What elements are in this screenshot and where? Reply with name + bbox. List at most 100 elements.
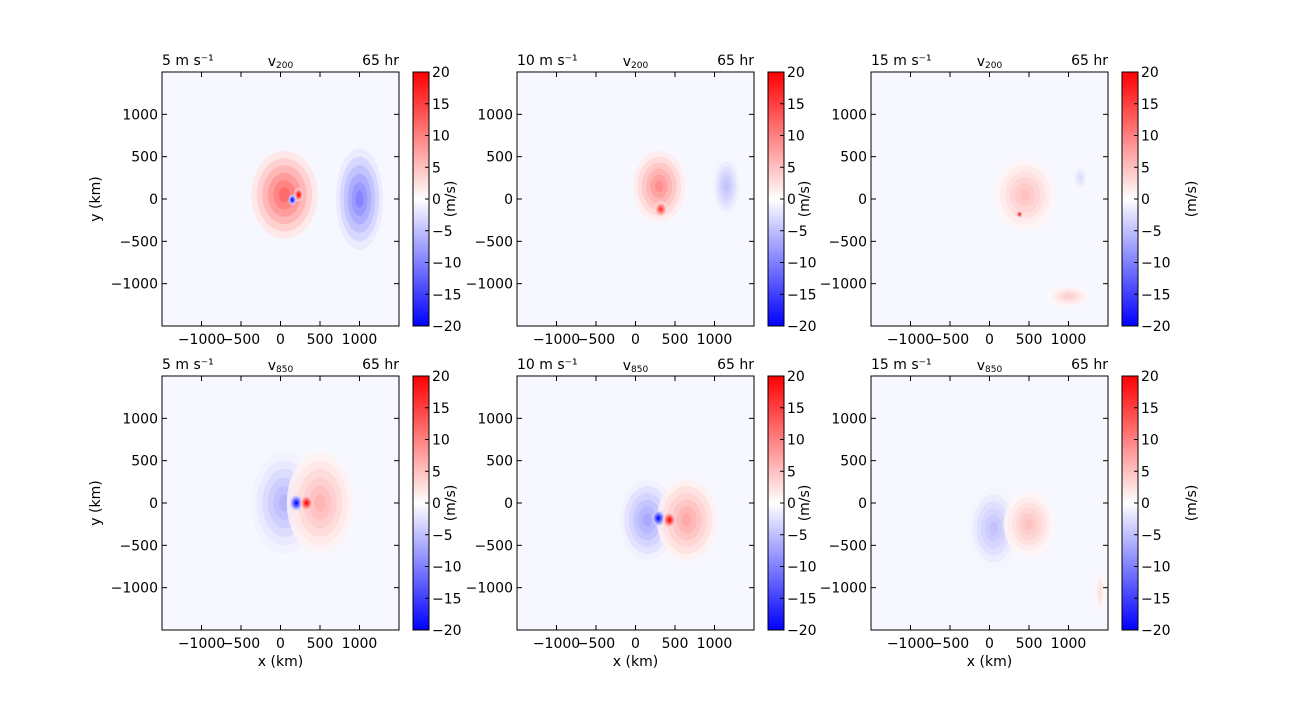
x-tick-label: −500 — [577, 636, 615, 652]
y-tick-label: −500 — [829, 234, 867, 250]
y-tick-label: −500 — [120, 538, 158, 554]
colorbar-tick-label: −15 — [432, 591, 462, 607]
y-tick-label: 0 — [149, 496, 158, 512]
colorbar-tick-label: 5 — [1141, 160, 1150, 176]
x-tick-label: 500 — [662, 332, 689, 348]
y-tick-label: −500 — [475, 234, 513, 250]
title-center: v200 — [268, 54, 294, 71]
colorbar-tick-label: 15 — [787, 401, 805, 417]
y-axis-label: (m/s) — [443, 485, 459, 522]
y-tick-label: 500 — [840, 150, 867, 166]
colorbar-tick-label: −10 — [787, 560, 817, 576]
x-tick-label: −500 — [222, 636, 260, 652]
y-tick-label: 1000 — [477, 411, 513, 427]
x-axis-label: x (km) — [967, 654, 1012, 670]
colorbar-tick-label: 5 — [1141, 464, 1150, 480]
colorbar-tick-label: 20 — [1141, 369, 1159, 385]
field — [633, 150, 741, 222]
title-center: v850 — [268, 358, 294, 375]
title-right: 65 hr — [717, 357, 754, 373]
x-tick-label: 1000 — [342, 636, 378, 652]
field — [251, 148, 384, 250]
colorbar-tick-label: −5 — [787, 528, 808, 544]
colorbar-tick-label: 15 — [1141, 97, 1159, 113]
colorbar-tick-label: −20 — [787, 623, 817, 639]
field — [968, 487, 1105, 614]
y-tick-label: −1000 — [466, 277, 513, 293]
title-left: 5 m s⁻¹ — [162, 53, 214, 69]
x-tick-label: 1000 — [697, 636, 733, 652]
colorbar-tick-label: 20 — [787, 65, 805, 81]
x-tick-label: 500 — [307, 636, 334, 652]
colorbar-tick-label: −10 — [1141, 560, 1171, 576]
colorbar-tick-label: 5 — [432, 464, 441, 480]
colorbar-tick-label: −10 — [1141, 256, 1171, 272]
colorbar-tick-label: 5 — [787, 464, 796, 480]
colorbar-tick-label: −5 — [1141, 528, 1162, 544]
colorbar-tick-label: 15 — [432, 401, 450, 417]
y-tick-label: −500 — [120, 234, 158, 250]
colorbar-tick-label: −15 — [1141, 287, 1171, 303]
x-tick-label: −1000 — [178, 332, 225, 348]
y-tick-label: 500 — [131, 150, 158, 166]
colorbar-tick-label: −5 — [432, 528, 453, 544]
field-feature-1 — [989, 521, 998, 536]
title-center: v200 — [977, 54, 1003, 71]
y-tick-label: 500 — [840, 454, 867, 470]
y-axis-label: (m/s) — [797, 181, 813, 218]
field-feature-1 — [654, 180, 664, 193]
colorbar-tick-label: −20 — [432, 319, 462, 335]
x-tick-label: 0 — [276, 332, 285, 348]
y-axis-label: (m/s) — [443, 181, 459, 218]
x-tick-label: 1000 — [1051, 332, 1087, 348]
x-tick-label: −1000 — [178, 636, 225, 652]
field — [251, 452, 354, 554]
x-tick-label: −1000 — [533, 332, 580, 348]
title-left: 10 m s⁻¹ — [517, 357, 578, 373]
field-feature-4 — [668, 518, 671, 522]
colorbar-tick-label: −20 — [1141, 319, 1171, 335]
x-tick-label: 500 — [1016, 636, 1043, 652]
title-left: 15 m s⁻¹ — [871, 53, 932, 69]
y-tick-label: 0 — [504, 496, 513, 512]
x-tick-label: −500 — [931, 332, 969, 348]
y-tick-label: −1000 — [111, 277, 158, 293]
x-tick-label: −500 — [222, 332, 260, 348]
y-tick-label: −500 — [829, 538, 867, 554]
y-tick-label: 0 — [858, 496, 867, 512]
field-feature-4 — [291, 199, 294, 201]
colorbar-tick-label: 0 — [787, 192, 796, 208]
x-axis-label: x (km) — [613, 654, 658, 670]
x-tick-label: 0 — [276, 636, 285, 652]
field — [995, 159, 1089, 307]
x-tick-label: 0 — [985, 636, 994, 652]
colorbar-tick-label: 15 — [432, 97, 450, 113]
colorbar-tick-label: 0 — [1141, 496, 1150, 512]
y-tick-label: 1000 — [477, 107, 513, 123]
x-tick-label: 1000 — [697, 332, 733, 348]
title-center: v200 — [623, 54, 649, 71]
field-feature-3 — [659, 207, 662, 211]
colorbar-tick-label: 0 — [787, 496, 796, 512]
field-feature-4 — [1018, 213, 1021, 215]
x-tick-label: −500 — [931, 636, 969, 652]
plot-background — [871, 72, 1108, 326]
field-feature-3 — [1079, 175, 1082, 180]
y-tick-label: −1000 — [820, 581, 867, 597]
x-tick-label: 1000 — [1051, 636, 1087, 652]
colorbar-tick-label: 15 — [787, 97, 805, 113]
colorbar-tick-label: 5 — [787, 160, 796, 176]
colorbar-tick-label: −5 — [432, 224, 453, 240]
y-tick-label: 1000 — [122, 411, 158, 427]
x-tick-label: 1000 — [342, 332, 378, 348]
y-tick-label: 0 — [504, 192, 513, 208]
x-tick-label: 500 — [1016, 332, 1043, 348]
field-feature-3 — [1099, 588, 1101, 596]
colorbar-tick-label: 0 — [1141, 192, 1150, 208]
colorbar-tick-label: −5 — [1141, 224, 1162, 240]
y-tick-label: 1000 — [122, 107, 158, 123]
colorbar-tick-label: 0 — [432, 496, 441, 512]
colorbar-tick-label: −15 — [432, 287, 462, 303]
